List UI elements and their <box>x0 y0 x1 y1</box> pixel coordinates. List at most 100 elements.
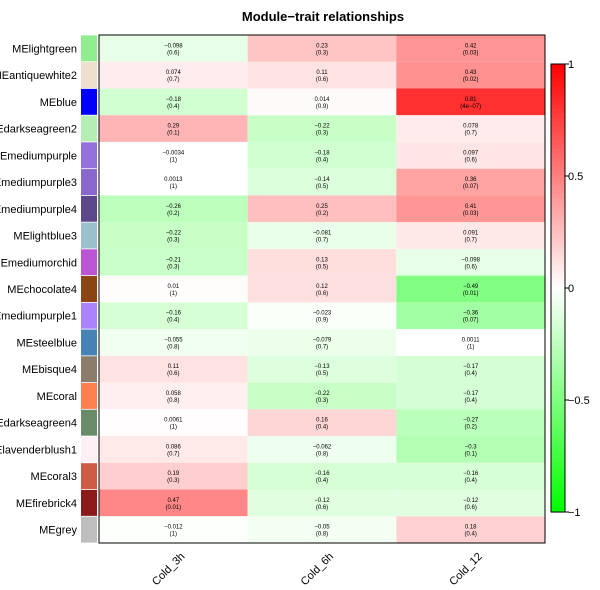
cell-correlation-label: 0.12 <box>316 284 328 290</box>
cell-pvalue-label: (0.7) <box>316 344 328 350</box>
colorbar-segment <box>551 274 565 280</box>
colorbar-segment <box>551 288 565 294</box>
cell-pvalue-label: (1) <box>170 291 177 297</box>
module-swatch <box>81 302 97 329</box>
colorbar-segment <box>551 193 565 199</box>
heatmap-cell <box>247 195 397 223</box>
cell-correlation-label: 0.01 <box>167 284 179 290</box>
heatmap-cell <box>247 275 397 303</box>
cell-correlation-label: 0.11 <box>316 70 328 76</box>
cell-pvalue-label: (1) <box>170 157 177 163</box>
cell-correlation-label: 0.074 <box>166 70 182 76</box>
heatmap-cell <box>247 329 397 356</box>
colorbar-segment <box>551 176 565 182</box>
cell-correlation-label: −0.3 <box>465 444 478 450</box>
heatmap-cell <box>396 436 545 463</box>
colorbar-segment <box>551 382 565 388</box>
colorbar-segment <box>551 265 565 271</box>
cell-pvalue-label: (0.6) <box>167 371 179 377</box>
heatmap-cell <box>99 88 248 116</box>
cell-correlation-label: −0.16 <box>166 311 182 317</box>
colorbar-segment <box>551 113 565 119</box>
heatmap-cells: −0.098(0.6)0.23(0.3)0.42(0.03)0.074(0.7)… <box>99 35 545 543</box>
colorbar-segment <box>551 296 565 303</box>
colorbar-segment <box>551 471 565 477</box>
colorbar-segment <box>551 408 565 415</box>
colorbar-segment <box>551 131 565 137</box>
colorbar-segment <box>551 453 565 459</box>
heatmap-cell <box>99 168 248 196</box>
cell-pvalue-label: (0.7) <box>167 451 179 457</box>
heatmap-cell <box>99 195 248 223</box>
cell-correlation-label: 0.29 <box>167 124 179 130</box>
row-label: MEfirebrick4 <box>16 498 77 510</box>
row-label: MEmediumpurple4 <box>0 204 77 216</box>
colorbar-segment <box>551 90 565 96</box>
cell-correlation-label: 0.41 <box>465 204 477 210</box>
cell-correlation-label: 0.058 <box>166 391 182 397</box>
cell-pvalue-label: (0.4) <box>316 478 328 484</box>
colorbar-segment <box>551 373 565 379</box>
colorbar-segment <box>551 171 565 177</box>
cell-correlation-label: −0.36 <box>463 311 479 317</box>
cell-correlation-label: −0.26 <box>166 204 182 210</box>
heatmap-cell <box>99 141 248 169</box>
cell-correlation-label: 0.097 <box>463 150 479 156</box>
module-swatch <box>81 382 97 409</box>
cell-pvalue-label: (0.3) <box>167 478 179 484</box>
module-swatch <box>81 329 97 356</box>
cell-correlation-label: 0.36 <box>465 177 477 183</box>
cell-pvalue-label: (0.01) <box>165 505 181 511</box>
cell-pvalue-label: (0.01) <box>463 291 479 297</box>
heatmap-cell <box>396 329 545 356</box>
module-swatch <box>81 142 97 169</box>
colorbar-segment <box>551 364 565 370</box>
cell-correlation-label: 0.47 <box>167 498 179 504</box>
module-swatch <box>81 489 97 516</box>
colorbar-segment <box>551 368 565 374</box>
colorbar-segment <box>551 444 565 450</box>
heatmap-cell <box>396 355 545 383</box>
colorbar-segment <box>551 337 565 343</box>
colorbar-segment <box>551 220 565 226</box>
column-label: Cold_3h <box>150 551 187 588</box>
heatmap-cell <box>247 436 397 463</box>
colorbar-segment <box>551 431 565 437</box>
colorbar-segment <box>551 198 565 204</box>
colorbar-segment <box>551 279 565 285</box>
colorbar-segment <box>551 476 565 482</box>
cell-pvalue-label: (0.7) <box>316 238 328 244</box>
cell-correlation-label: 0.16 <box>316 418 328 424</box>
cell-correlation-label: −0.22 <box>166 231 182 237</box>
cell-pvalue-label: (0.6) <box>167 50 179 56</box>
cell-correlation-label: 0.11 <box>168 364 180 370</box>
cell-pvalue-label: (0.1) <box>167 131 179 137</box>
colorbar-segment <box>551 234 565 240</box>
colorbar-segment <box>551 238 565 244</box>
heatmap-cell <box>247 462 397 490</box>
colorbar-segment <box>551 435 565 441</box>
heatmap-frame <box>98 34 546 544</box>
cell-pvalue-label: (1) <box>170 425 177 431</box>
heatmap-cell <box>99 409 248 437</box>
cell-pvalue-label: (0.2) <box>464 425 476 431</box>
cell-pvalue-label: (1) <box>467 344 474 350</box>
cell-correlation-label: −0.21 <box>166 257 182 263</box>
colorbar-segment <box>551 417 565 423</box>
cell-correlation-label: 0.091 <box>463 231 479 237</box>
colorbar-segment <box>551 292 565 298</box>
cell-pvalue-label: (0.03) <box>463 50 479 56</box>
heatmap-cell <box>99 275 248 303</box>
colorbar-segment <box>551 126 565 132</box>
colorbar-tick-label: 1 <box>568 59 574 71</box>
colorbar-segment <box>551 346 565 352</box>
colorbar-segment <box>551 108 565 114</box>
colorbar-segment <box>551 507 565 513</box>
cell-pvalue-label: (0.6) <box>464 157 476 163</box>
colorbar-segment <box>551 153 565 159</box>
cell-pvalue-label: (0.07) <box>463 184 479 190</box>
cell-correlation-label: −0.14 <box>314 177 330 183</box>
row-label: MEcoral <box>37 391 77 403</box>
colorbar-segment <box>551 319 565 325</box>
